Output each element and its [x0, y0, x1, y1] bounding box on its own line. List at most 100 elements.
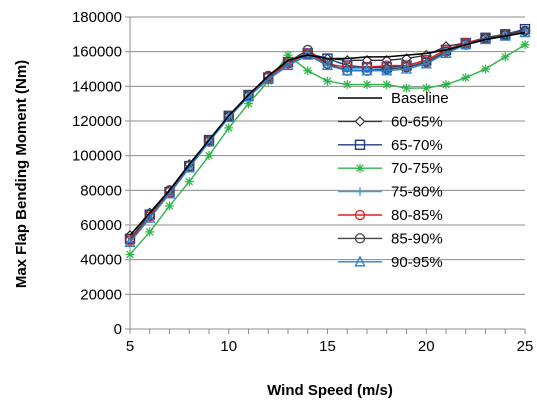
legend-item: 90-95% — [338, 254, 443, 271]
y-tick-label: 120000 — [72, 113, 122, 130]
series-group — [124, 23, 531, 259]
x-axis-title: Wind Speed (m/s) — [267, 382, 393, 399]
legend-item: 75-80% — [338, 184, 443, 201]
legend-label: Baseline — [391, 90, 449, 107]
data-point — [361, 62, 373, 73]
data-point — [402, 83, 411, 93]
marker-stroke — [382, 80, 391, 89]
y-axis-title: Max Flap Bending Moment (Nm) — [13, 60, 30, 288]
legend-label: 85-90% — [391, 230, 443, 247]
x-tick-label: 20 — [418, 338, 435, 355]
legend-label: 70-75% — [391, 160, 443, 177]
x-tick-label: 5 — [126, 338, 134, 355]
y-tick-label: 60000 — [80, 217, 122, 234]
x-tick-label: 15 — [319, 338, 336, 355]
data-point — [204, 151, 214, 161]
marker-stroke — [402, 84, 411, 92]
x-tick-label: 25 — [517, 338, 534, 355]
legend-item: 85-90% — [338, 230, 443, 247]
data-point — [321, 59, 334, 71]
marker-stroke — [343, 80, 352, 89]
data-point — [165, 201, 174, 211]
marker-stroke — [145, 228, 154, 236]
data-point — [362, 80, 372, 90]
data-point — [481, 64, 490, 74]
y-tick-label: 40000 — [80, 252, 122, 269]
data-point — [145, 227, 155, 237]
axes: 0 20000 40000 60000 80000 100000 120000 140000 1… — [72, 9, 533, 355]
y-tick-label: 180000 — [72, 9, 122, 26]
data-point — [342, 80, 352, 90]
data-point — [342, 62, 353, 73]
legend-item: Baseline — [338, 90, 449, 107]
marker-stroke — [501, 53, 510, 61]
data-point — [440, 46, 452, 59]
marker-stroke — [185, 177, 194, 186]
data-point — [282, 59, 294, 71]
data-point — [500, 52, 510, 62]
legend-item: 65-70% — [338, 137, 443, 154]
legend-marker — [355, 163, 365, 173]
marker-stroke — [461, 73, 470, 82]
data-point — [125, 249, 135, 259]
marker-stroke — [205, 151, 213, 160]
marker-stroke — [422, 84, 431, 92]
series-3 — [125, 40, 530, 259]
legend-marker — [354, 116, 366, 127]
marker-stroke — [165, 202, 174, 210]
y-tick-label: 80000 — [80, 182, 122, 199]
legend-label: 75-80% — [391, 184, 443, 201]
marker-stroke — [363, 80, 371, 89]
legend-marker — [355, 187, 365, 197]
data-point — [400, 62, 413, 74]
data-point — [382, 80, 392, 90]
x-tick-label: 10 — [220, 338, 237, 355]
legend-item: 80-85% — [338, 207, 443, 224]
data-point — [223, 111, 235, 123]
legend-label: 65-70% — [391, 137, 443, 154]
marker-stroke — [481, 65, 490, 73]
y-tick-label: 0 — [114, 321, 122, 338]
data-point — [441, 80, 451, 90]
legend-marker — [354, 233, 366, 244]
y-tick-label: 20000 — [80, 286, 122, 303]
marker-stroke — [303, 66, 312, 75]
data-point — [303, 66, 313, 76]
marker-stroke — [126, 250, 134, 259]
legend-item: 70-75% — [338, 160, 443, 177]
data-point — [461, 73, 471, 83]
data-point — [184, 177, 194, 187]
series-line — [129, 31, 526, 236]
data-point — [420, 57, 432, 69]
legend-item: 60-65% — [338, 113, 443, 130]
marker-stroke — [356, 164, 364, 172]
marker-stroke — [442, 80, 450, 89]
legend: Baseline 60-65% 65-70% 70-75% 75-80% 80-85% 85… — [338, 90, 449, 271]
series-line — [129, 31, 526, 243]
data-point — [203, 135, 215, 147]
marker-stroke — [323, 77, 332, 85]
data-point — [361, 64, 373, 76]
data-point — [282, 56, 294, 68]
marker-stroke — [284, 51, 292, 59]
marker-stroke — [224, 124, 233, 132]
data-point — [144, 211, 156, 223]
data-point — [341, 64, 353, 76]
data-point — [323, 76, 332, 86]
y-tick-label: 160000 — [72, 44, 122, 61]
data-point — [302, 48, 314, 60]
legend-label: 80-85% — [391, 207, 443, 224]
legend-label: 90-95% — [391, 254, 443, 271]
data-point — [520, 40, 530, 50]
data-point — [519, 26, 531, 38]
data-point — [224, 123, 234, 133]
y-tick-label: 100000 — [72, 148, 122, 165]
legend-marker — [354, 209, 366, 221]
data-point — [381, 64, 393, 76]
y-tick-label: 140000 — [72, 78, 122, 95]
legend-marker — [354, 139, 366, 151]
marker-stroke — [244, 99, 253, 108]
series-7 — [124, 26, 531, 247]
